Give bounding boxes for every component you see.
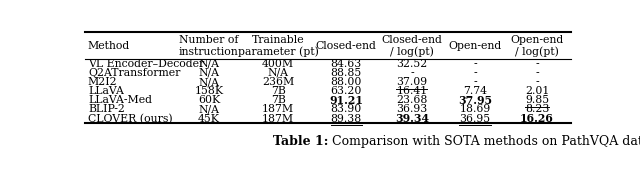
Text: N/A: N/A: [198, 68, 220, 78]
Text: 89.38: 89.38: [331, 114, 362, 124]
Text: Method: Method: [88, 41, 130, 51]
Text: N/A: N/A: [198, 104, 220, 115]
Text: -: -: [535, 77, 539, 87]
Text: 23.68: 23.68: [396, 95, 428, 105]
Text: N/A: N/A: [268, 68, 289, 78]
Text: 45K: 45K: [198, 114, 220, 124]
Text: BLIP-2: BLIP-2: [88, 104, 125, 115]
Text: -: -: [535, 59, 539, 69]
Text: 91.21: 91.21: [329, 95, 364, 106]
Text: -: -: [473, 59, 477, 69]
Text: N/A: N/A: [198, 59, 220, 69]
Text: 7.74: 7.74: [463, 86, 487, 96]
Text: 36.95: 36.95: [460, 114, 491, 124]
Text: Open-end
/ log(pt): Open-end / log(pt): [510, 35, 564, 57]
Text: VL Encoder–Decoder: VL Encoder–Decoder: [88, 59, 204, 69]
Text: 2.01: 2.01: [525, 86, 549, 96]
Text: 187M: 187M: [262, 114, 294, 124]
Text: 400M: 400M: [262, 59, 294, 69]
Text: LLaVA-Med: LLaVA-Med: [88, 95, 152, 105]
Text: -: -: [535, 68, 539, 78]
Text: 158K: 158K: [195, 86, 223, 96]
Text: CLOVER (ours): CLOVER (ours): [88, 114, 173, 124]
Text: M2I2: M2I2: [88, 77, 118, 87]
Text: 88.85: 88.85: [331, 68, 362, 78]
Text: 8.23: 8.23: [525, 104, 549, 115]
Text: 84.63: 84.63: [331, 59, 362, 69]
Text: 7B: 7B: [271, 86, 285, 96]
Text: 60K: 60K: [198, 95, 220, 105]
Text: 63.20: 63.20: [330, 86, 362, 96]
Text: 16.41: 16.41: [396, 86, 428, 96]
Text: LLaVA: LLaVA: [88, 86, 124, 96]
Text: -: -: [473, 68, 477, 78]
Text: -: -: [410, 68, 413, 78]
Text: 83.90: 83.90: [331, 104, 362, 115]
Text: 7B: 7B: [271, 95, 285, 105]
Text: 32.52: 32.52: [396, 59, 428, 69]
Text: N/A: N/A: [198, 77, 220, 87]
Text: 236M: 236M: [262, 77, 294, 87]
Text: 16.26: 16.26: [520, 113, 554, 124]
Text: 37.09: 37.09: [396, 77, 428, 87]
Text: Closed-end
/ log(pt): Closed-end / log(pt): [381, 35, 442, 57]
Text: Open-end: Open-end: [449, 41, 502, 51]
Text: 88.00: 88.00: [330, 77, 362, 87]
Text: Trainable
parameter (pt): Trainable parameter (pt): [237, 35, 319, 57]
Text: -: -: [473, 77, 477, 87]
Text: 18.69: 18.69: [460, 104, 491, 115]
Text: Table 1:: Table 1:: [273, 135, 328, 148]
Text: 37.95: 37.95: [458, 95, 492, 106]
Text: 9.85: 9.85: [525, 95, 549, 105]
Text: Comparison with SOTA methods on PathVQA dataset.: Comparison with SOTA methods on PathVQA …: [328, 135, 640, 148]
Text: Number of
instruction: Number of instruction: [179, 35, 239, 57]
Text: 187M: 187M: [262, 104, 294, 115]
Text: Closed-end: Closed-end: [316, 41, 377, 51]
Text: 39.34: 39.34: [395, 113, 429, 124]
Text: Q2ATransformer: Q2ATransformer: [88, 68, 180, 78]
Text: 36.93: 36.93: [396, 104, 428, 115]
